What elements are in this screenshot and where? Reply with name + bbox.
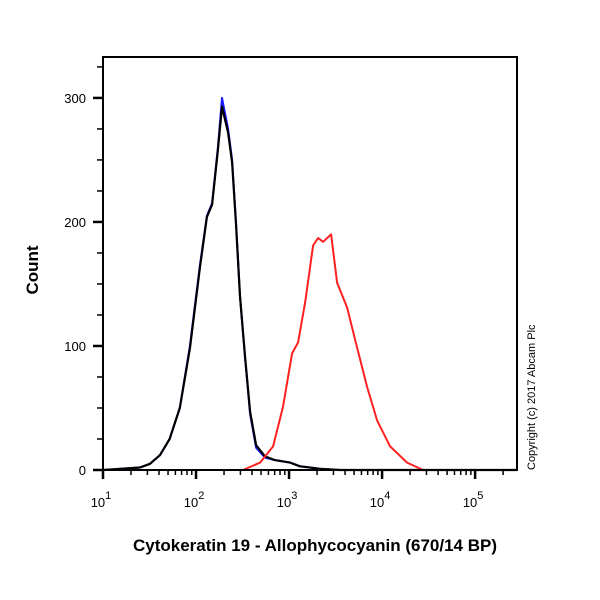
copyright-annotation: Copyright (c) 2017 Abcam Plc	[526, 324, 538, 470]
plot-frame	[102, 56, 518, 471]
x-axis-title: Cytokeratin 19 - Allophycocyanin (670/14…	[133, 536, 497, 555]
x-tick-base: 10	[277, 495, 291, 510]
series-line-2	[103, 233, 517, 471]
x-axis: 101 102 103 104 105	[91, 470, 504, 510]
x-tick-label: 104	[370, 490, 391, 510]
x-tick-label: 101	[91, 490, 112, 510]
x-tick-base: 10	[463, 495, 477, 510]
x-tick-label: 103	[277, 490, 298, 510]
x-tick-base: 10	[370, 495, 384, 510]
series-lines	[102, 96, 517, 472]
y-axis-title: Count	[23, 245, 42, 294]
y-tick-label: 100	[64, 339, 86, 354]
x-tick-exponent: 5	[477, 490, 483, 502]
series-line-1	[102, 105, 517, 472]
x-tick-exponent: 3	[291, 490, 297, 502]
y-tick-label: 200	[64, 215, 86, 230]
x-tick-exponent: 2	[198, 490, 204, 502]
x-tick-base: 10	[91, 495, 105, 510]
y-axis: 0 100 200 300	[64, 66, 103, 478]
x-tick-exponent: 4	[384, 490, 390, 502]
series-line-0	[102, 96, 517, 471]
y-tick-label: 0	[79, 463, 86, 478]
x-tick-label: 102	[184, 490, 205, 510]
y-tick-label: 300	[64, 91, 86, 106]
x-tick-base: 10	[184, 495, 198, 510]
x-tick-exponent: 1	[105, 490, 111, 502]
x-tick-label: 105	[463, 490, 484, 510]
